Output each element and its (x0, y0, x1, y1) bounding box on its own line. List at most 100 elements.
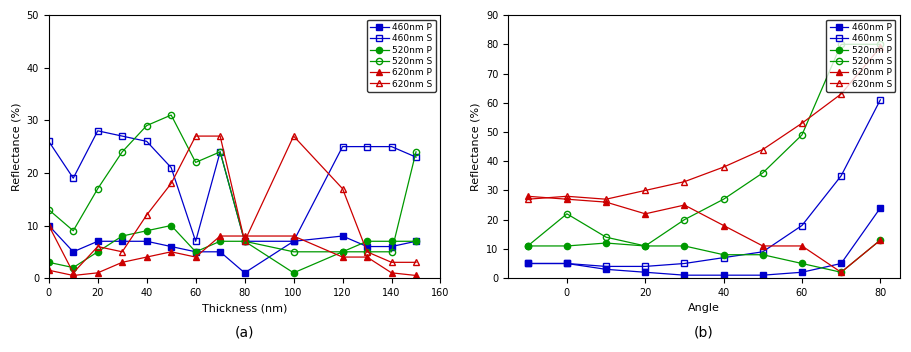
460nm S (215, 150, 226, 154)
460nm S (411, 155, 422, 159)
520nm P (288, 271, 299, 275)
620nm S (240, 239, 251, 243)
520nm P (757, 253, 768, 257)
620nm P (679, 203, 690, 207)
520nm S (875, 42, 885, 46)
620nm S (215, 134, 226, 138)
620nm P (141, 255, 152, 259)
460nm P (166, 244, 177, 249)
520nm S (166, 113, 177, 117)
460nm P (835, 262, 846, 266)
520nm P (240, 239, 251, 243)
620nm P (44, 268, 55, 272)
620nm S (92, 244, 103, 249)
520nm P (411, 239, 422, 243)
520nm P (679, 244, 690, 248)
520nm P (190, 250, 201, 254)
460nm S (835, 174, 846, 178)
460nm S (522, 262, 533, 266)
460nm S (718, 256, 729, 260)
620nm P (92, 271, 103, 275)
460nm S (67, 176, 78, 180)
620nm S (362, 250, 373, 254)
460nm S (44, 139, 55, 144)
620nm P (718, 224, 729, 228)
520nm S (288, 250, 299, 254)
620nm S (875, 45, 885, 49)
460nm P (875, 206, 885, 210)
Y-axis label: Reflectance (%): Reflectance (%) (11, 102, 21, 191)
620nm P (522, 194, 533, 199)
520nm S (522, 244, 533, 248)
460nm S (92, 129, 103, 133)
520nm S (796, 133, 807, 137)
Legend: 460nm P, 460nm S, 520nm P, 520nm S, 620nm P, 620nm S: 460nm P, 460nm S, 520nm P, 520nm S, 620n… (826, 20, 896, 92)
X-axis label: Angle: Angle (688, 303, 720, 313)
520nm S (679, 218, 690, 222)
520nm P (337, 250, 348, 254)
460nm S (362, 144, 373, 149)
620nm P (640, 212, 650, 216)
460nm P (640, 270, 650, 274)
520nm P (796, 262, 807, 266)
620nm S (386, 260, 397, 264)
Line: 620nm P: 620nm P (525, 193, 884, 275)
460nm S (875, 98, 885, 102)
460nm S (796, 224, 807, 228)
460nm P (240, 271, 251, 275)
460nm S (386, 144, 397, 149)
620nm S (600, 197, 611, 201)
460nm P (600, 267, 611, 271)
Line: 520nm S: 520nm S (525, 41, 884, 249)
460nm P (67, 250, 78, 254)
Line: 460nm P: 460nm P (525, 205, 884, 278)
Line: 460nm P: 460nm P (46, 222, 419, 276)
520nm S (92, 187, 103, 191)
620nm P (835, 270, 846, 274)
460nm S (757, 250, 768, 254)
620nm S (44, 224, 55, 228)
620nm P (190, 255, 201, 259)
460nm P (561, 262, 572, 266)
Line: 520nm S: 520nm S (46, 112, 419, 255)
Line: 620nm S: 620nm S (46, 133, 419, 276)
460nm S (190, 239, 201, 243)
460nm P (215, 250, 226, 254)
620nm S (141, 213, 152, 217)
460nm P (190, 250, 201, 254)
460nm P (411, 239, 422, 243)
Y-axis label: Reflectance (%): Reflectance (%) (470, 102, 480, 191)
620nm P (288, 234, 299, 238)
460nm S (337, 144, 348, 149)
520nm S (835, 42, 846, 46)
Line: 460nm S: 460nm S (46, 128, 419, 244)
460nm P (718, 273, 729, 277)
620nm P (757, 244, 768, 248)
460nm P (337, 234, 348, 238)
520nm S (718, 197, 729, 201)
520nm S (386, 250, 397, 254)
460nm P (386, 244, 397, 249)
460nm P (796, 270, 807, 274)
620nm P (875, 238, 885, 242)
520nm P (386, 239, 397, 243)
620nm S (796, 121, 807, 125)
620nm P (240, 234, 251, 238)
520nm P (640, 244, 650, 248)
520nm P (215, 239, 226, 243)
520nm S (44, 208, 55, 212)
620nm P (600, 200, 611, 204)
460nm P (92, 239, 103, 243)
520nm P (166, 224, 177, 228)
460nm P (117, 239, 128, 243)
520nm S (67, 229, 78, 233)
520nm P (362, 239, 373, 243)
620nm P (796, 244, 807, 248)
Line: 620nm S: 620nm S (525, 44, 884, 202)
620nm S (117, 250, 128, 254)
460nm S (679, 262, 690, 266)
620nm S (288, 134, 299, 138)
520nm S (117, 150, 128, 154)
Text: (b): (b) (694, 326, 714, 339)
620nm P (117, 260, 128, 264)
